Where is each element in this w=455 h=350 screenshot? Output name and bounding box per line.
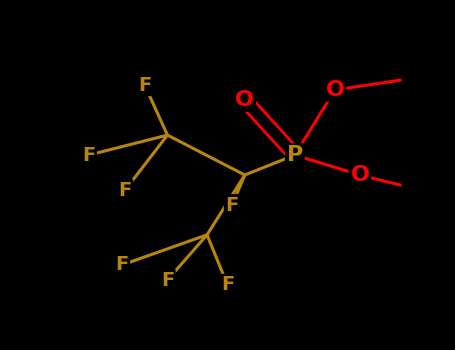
Text: F: F	[118, 181, 132, 199]
Text: F: F	[138, 76, 152, 94]
Text: P: P	[287, 145, 303, 165]
Text: F: F	[82, 146, 96, 164]
Text: F: F	[115, 256, 129, 274]
Text: O: O	[235, 90, 254, 110]
Text: F: F	[161, 271, 174, 289]
Text: O: O	[325, 80, 344, 100]
Text: F: F	[225, 196, 239, 215]
Text: F: F	[221, 275, 234, 294]
Text: O: O	[350, 165, 369, 185]
